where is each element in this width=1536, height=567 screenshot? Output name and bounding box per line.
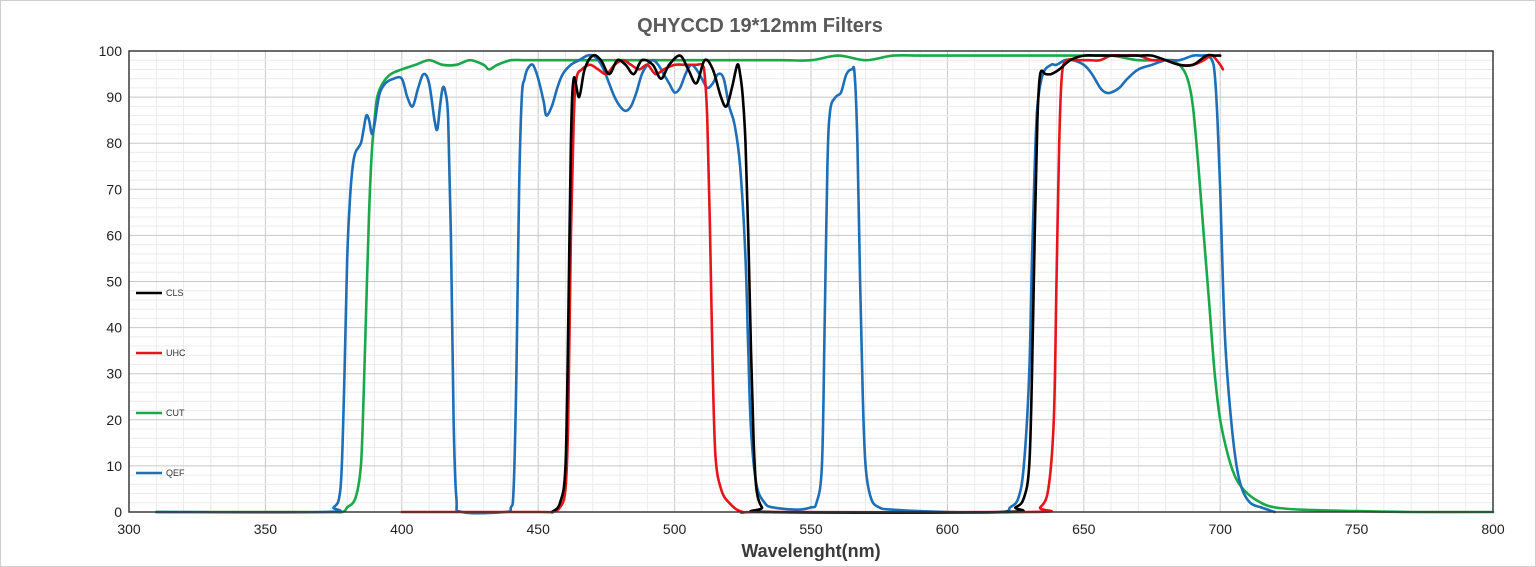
y-tick-label: 80	[106, 135, 122, 151]
plot-border	[128, 50, 1494, 513]
x-tick-label: 300	[117, 521, 141, 537]
y-tick-label: 90	[106, 89, 122, 105]
x-axis-ticks: 300 350 400 450 500 550 600 650 700 750 800	[117, 521, 1505, 537]
x-tick-label: 500	[663, 521, 687, 537]
y-tick-label: 20	[106, 412, 122, 428]
x-tick-label: 550	[799, 521, 823, 537]
series-line-cls	[550, 53, 1222, 514]
legend-label-cut: CUT	[166, 408, 185, 418]
x-tick-label: 800	[1481, 521, 1505, 537]
x-tick-label: 450	[527, 521, 551, 537]
y-tick-label: 60	[106, 227, 122, 243]
y-tick-label: 30	[106, 366, 122, 382]
x-tick-label: 650	[1072, 521, 1096, 537]
y-tick-label: 70	[106, 181, 122, 197]
x-tick-label: 400	[390, 521, 414, 537]
x-tick-label: 350	[254, 521, 278, 537]
x-tick-label: 600	[936, 521, 960, 537]
legend-label-cls: CLS	[166, 288, 184, 298]
y-tick-label: 100	[99, 43, 123, 59]
legend-label-qef: QEF	[166, 468, 185, 478]
y-tick-label: 40	[106, 320, 122, 336]
series-lines	[155, 53, 1495, 515]
y-tick-label: 10	[106, 458, 122, 474]
chart-title: QHYCCD 19*12mm Filters	[637, 15, 883, 37]
legend-label-uhc: UHC	[166, 348, 186, 358]
x-tick-label: 700	[1209, 521, 1233, 537]
legend: CLS UHC CUT QEF	[136, 288, 186, 478]
y-tick-label: 50	[106, 274, 122, 290]
x-axis-label: Wavelenght(nm)	[741, 541, 880, 561]
x-tick-label: 750	[1345, 521, 1369, 537]
y-axis-ticks: 0 10 20 30 40 50 60 70 80 90 100	[99, 43, 123, 520]
series-line-qef	[155, 53, 1277, 515]
y-tick-label: 0	[114, 504, 122, 520]
